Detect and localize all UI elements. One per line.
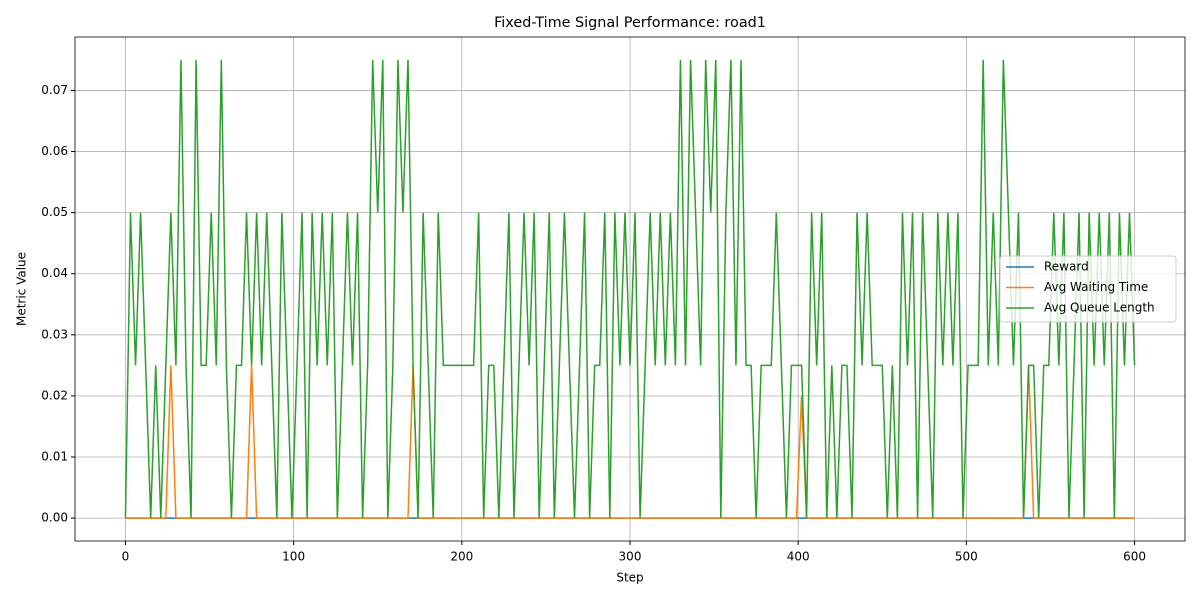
y-tick-label: 0.05 <box>41 205 68 219</box>
legend-label: Avg Waiting Time <box>1044 280 1148 294</box>
y-tick-label: 0.06 <box>41 144 68 158</box>
y-axis-label: Metric Value <box>15 252 29 326</box>
x-tick-label: 100 <box>282 550 305 564</box>
x-tick-label: 200 <box>450 550 473 564</box>
legend-label: Avg Queue Length <box>1044 301 1155 315</box>
y-tick-label: 0.07 <box>41 83 68 97</box>
chart-title: Fixed-Time Signal Performance: road1 <box>494 15 766 31</box>
y-tick-label: 0.02 <box>41 388 68 402</box>
x-tick-label: 300 <box>619 550 642 564</box>
y-tick-label: 0.04 <box>41 266 68 280</box>
legend-label: Reward <box>1044 260 1089 274</box>
x-tick-label: 600 <box>1123 550 1146 564</box>
y-tick-label: 0.00 <box>41 511 68 525</box>
legend-box <box>999 255 1177 323</box>
x-axis-label: Step <box>616 571 643 585</box>
y-tick-label: 0.01 <box>41 450 68 464</box>
plot-frame <box>74 36 1186 542</box>
y-tick-label: 0.03 <box>41 327 68 341</box>
series-line <box>125 365 1135 519</box>
x-tick-label: 500 <box>955 550 978 564</box>
x-tick-label: 0 <box>122 550 130 564</box>
series-line <box>124 59 1136 519</box>
x-tick-label: 400 <box>787 550 810 564</box>
